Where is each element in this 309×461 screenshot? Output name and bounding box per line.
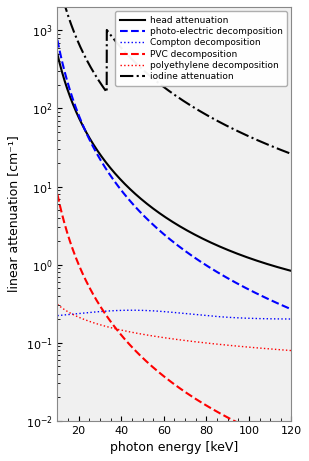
head attenuation [240, 253, 243, 258]
polyethylene decomposition [240, 344, 243, 349]
Compton decomposition [67, 312, 71, 317]
head attenuation [163, 214, 167, 220]
Compton decomposition [130, 307, 134, 313]
iodine attenuation [163, 85, 167, 91]
X-axis label: photon energy [keV]: photon energy [keV] [110, 441, 239, 454]
Compton decomposition [290, 316, 293, 322]
polyethylene decomposition [283, 347, 286, 353]
head attenuation [290, 268, 293, 274]
polyethylene decomposition [56, 301, 59, 307]
PVC decomposition [240, 422, 243, 427]
Compton decomposition [283, 316, 286, 322]
PVC decomposition [163, 374, 167, 380]
PVC decomposition [56, 191, 59, 197]
iodine attenuation [240, 130, 243, 136]
iodine attenuation [290, 151, 293, 157]
Line: photo-electric decomposition: photo-electric decomposition [57, 40, 291, 309]
polyethylene decomposition [283, 347, 286, 353]
head attenuation [56, 51, 59, 57]
PVC decomposition [67, 236, 71, 242]
polyethylene decomposition [163, 335, 167, 341]
Line: head attenuation: head attenuation [57, 54, 291, 271]
head attenuation [169, 218, 173, 224]
Compton decomposition [56, 313, 59, 319]
PVC decomposition [169, 379, 173, 385]
photo-electric decomposition [240, 283, 243, 289]
Compton decomposition [283, 316, 287, 322]
PVC decomposition [283, 441, 286, 447]
photo-electric decomposition [290, 307, 293, 312]
Compton decomposition [240, 315, 244, 321]
photo-electric decomposition [67, 85, 71, 91]
Line: Compton decomposition: Compton decomposition [57, 310, 291, 319]
PVC decomposition [283, 441, 286, 447]
Line: iodine attenuation: iodine attenuation [57, 0, 291, 154]
photo-electric decomposition [283, 304, 286, 309]
head attenuation [283, 266, 286, 272]
photo-electric decomposition [169, 237, 173, 243]
iodine attenuation [283, 148, 286, 154]
Legend: head attenuation, photo-electric decomposition, Compton decomposition, PVC decom: head attenuation, photo-electric decompo… [115, 12, 287, 86]
polyethylene decomposition [290, 348, 293, 353]
Compton decomposition [163, 309, 167, 314]
PVC decomposition [290, 441, 293, 447]
polyethylene decomposition [169, 336, 173, 342]
head attenuation [283, 266, 286, 272]
Y-axis label: linear attenuation [cm⁻¹]: linear attenuation [cm⁻¹] [7, 136, 20, 292]
iodine attenuation [283, 148, 286, 154]
PVC decomposition [283, 441, 287, 447]
iodine attenuation [67, 17, 71, 22]
head attenuation [67, 92, 71, 97]
photo-electric decomposition [56, 37, 59, 42]
photo-electric decomposition [283, 304, 286, 309]
Line: polyethylene decomposition: polyethylene decomposition [57, 304, 291, 350]
photo-electric decomposition [163, 232, 167, 238]
Line: PVC decomposition: PVC decomposition [57, 194, 291, 444]
polyethylene decomposition [67, 310, 71, 315]
Compton decomposition [169, 309, 173, 315]
iodine attenuation [169, 90, 173, 95]
